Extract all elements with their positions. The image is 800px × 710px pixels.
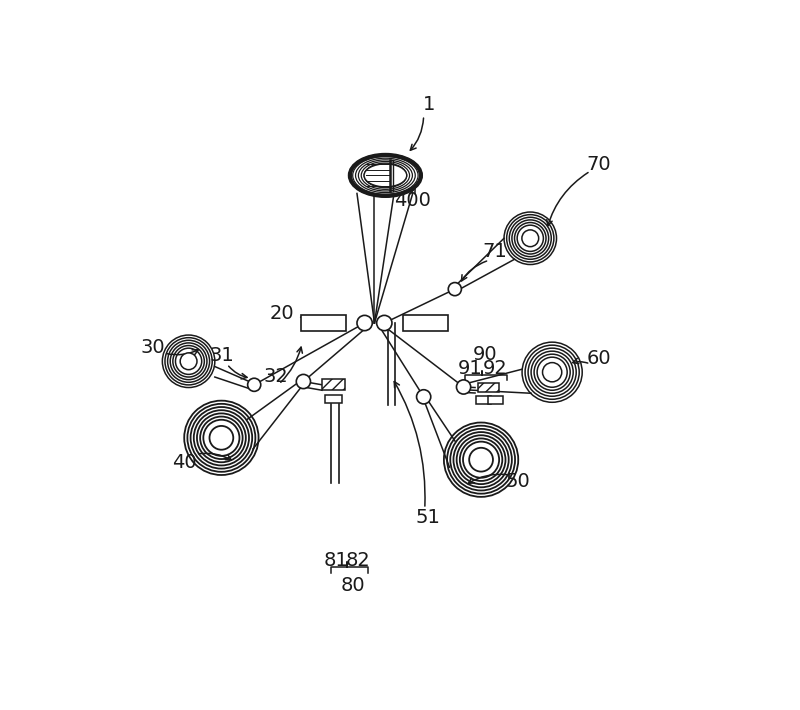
Circle shape <box>248 378 261 391</box>
Text: 51: 51 <box>415 508 440 527</box>
Text: 31: 31 <box>209 346 234 366</box>
Text: 32: 32 <box>264 366 289 386</box>
Ellipse shape <box>364 164 406 187</box>
Text: 400: 400 <box>394 190 431 209</box>
Text: 92: 92 <box>482 359 507 378</box>
Text: 30: 30 <box>141 338 166 357</box>
Ellipse shape <box>542 363 562 382</box>
Ellipse shape <box>469 448 493 471</box>
Circle shape <box>357 315 372 331</box>
Text: 70: 70 <box>586 155 611 174</box>
Ellipse shape <box>210 426 234 449</box>
Text: 71: 71 <box>482 242 507 261</box>
Text: 90: 90 <box>473 345 498 364</box>
Text: 91: 91 <box>458 359 482 378</box>
Circle shape <box>457 380 470 394</box>
Bar <box>476 396 491 404</box>
Text: 60: 60 <box>586 349 611 368</box>
Text: 82: 82 <box>346 552 370 570</box>
Circle shape <box>296 374 310 388</box>
Bar <box>488 396 503 404</box>
Bar <box>322 379 345 391</box>
Bar <box>478 383 499 393</box>
Circle shape <box>448 283 462 295</box>
Bar <box>326 395 342 403</box>
Bar <box>403 315 448 331</box>
Ellipse shape <box>180 353 197 370</box>
Text: 50: 50 <box>506 472 530 491</box>
Text: 40: 40 <box>173 453 197 472</box>
Circle shape <box>417 390 430 404</box>
Bar <box>302 315 346 331</box>
Text: 81: 81 <box>323 552 348 570</box>
Text: 1: 1 <box>423 95 435 114</box>
Ellipse shape <box>522 230 538 246</box>
Text: 20: 20 <box>270 304 294 323</box>
Text: 80: 80 <box>340 576 365 595</box>
Circle shape <box>377 315 392 331</box>
